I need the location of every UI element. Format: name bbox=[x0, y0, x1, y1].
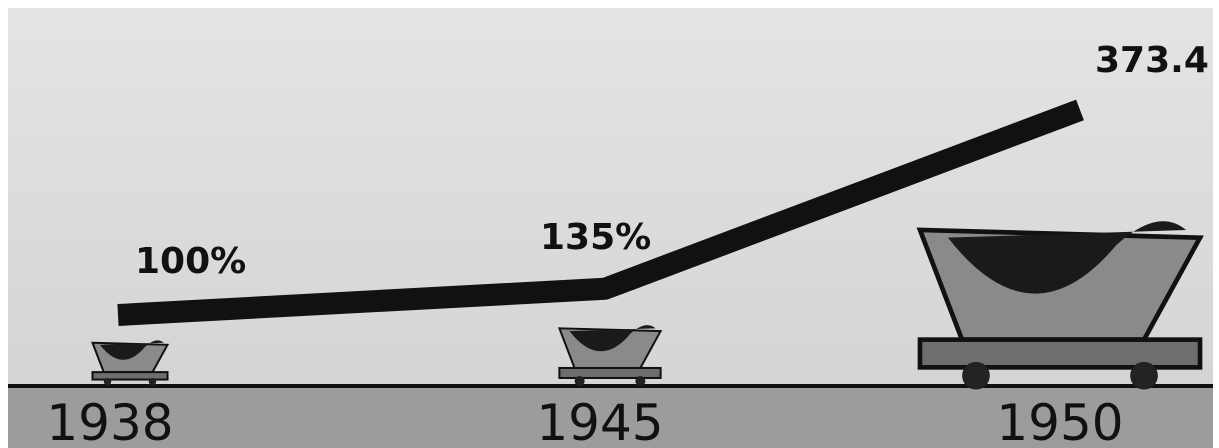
cart-base bbox=[559, 368, 660, 378]
cart-base bbox=[920, 340, 1200, 368]
value-label: 100% bbox=[135, 241, 246, 282]
x-tick-label: 1938 bbox=[46, 394, 173, 448]
chart: 100% 1938 135% 1945 373.4 1950 bbox=[0, 0, 1219, 448]
x-tick-label: 1950 bbox=[996, 394, 1123, 448]
value-label: 373.4 bbox=[1095, 40, 1209, 81]
cart-wheel bbox=[149, 378, 156, 385]
cart-wheel bbox=[575, 376, 585, 386]
cart bbox=[559, 325, 660, 386]
cart-wheel bbox=[635, 376, 645, 386]
cart-wheel bbox=[1130, 362, 1158, 390]
x-tick-label: 1945 bbox=[536, 394, 663, 448]
cart bbox=[93, 340, 168, 385]
cart-base bbox=[93, 372, 168, 379]
value-label: 135% bbox=[540, 217, 651, 258]
cart-wheel bbox=[104, 378, 111, 385]
cart bbox=[920, 221, 1200, 389]
cart-wheel bbox=[962, 362, 990, 390]
page: 100%1938135%1945373.41950 (() => { const… bbox=[0, 0, 1219, 448]
